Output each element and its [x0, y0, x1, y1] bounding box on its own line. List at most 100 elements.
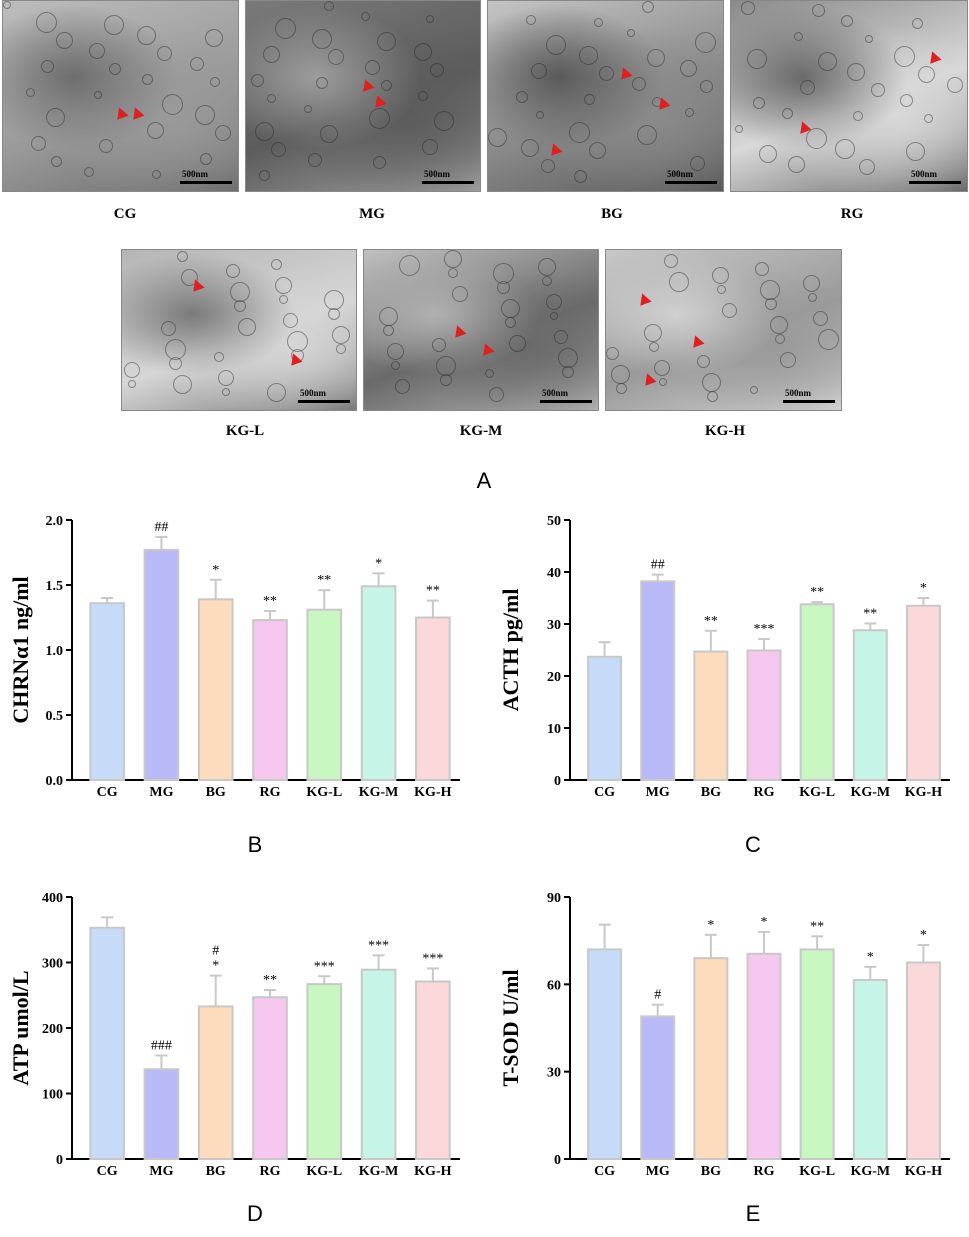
- organelle-texture: [800, 80, 815, 95]
- organelle-texture: [912, 18, 923, 29]
- micrograph-label: KG-H: [705, 423, 745, 439]
- organelle-texture: [947, 77, 963, 93]
- organelle-texture: [652, 97, 662, 107]
- x-tick-label: RG: [260, 1164, 281, 1179]
- organelle-texture: [391, 361, 400, 370]
- significance-label: **: [810, 585, 824, 600]
- organelle-texture: [813, 311, 828, 326]
- y-axis-title: ACTH pg/ml: [498, 589, 523, 712]
- x-tick-label: MG: [646, 1164, 670, 1179]
- organelle-texture: [493, 263, 514, 284]
- organelle-texture: [871, 83, 885, 97]
- organelle-texture: [741, 1, 755, 15]
- scale-label: 500nm: [667, 169, 694, 179]
- y-axis-title: T-SOD U/ml: [498, 969, 523, 1086]
- x-tick-label: KG-L: [799, 1164, 835, 1179]
- organelle-texture: [894, 46, 915, 67]
- organelle-texture: [722, 303, 737, 318]
- x-tick-label: KG-L: [799, 785, 835, 800]
- micrograph-label: MG: [359, 206, 385, 222]
- organelle-texture: [644, 324, 662, 342]
- x-tick-label: KG-H: [905, 1164, 942, 1179]
- organelle-texture: [56, 32, 73, 49]
- scale-label: 500nm: [300, 388, 327, 398]
- organelle-texture: [444, 250, 462, 268]
- organelle-texture: [181, 269, 198, 286]
- organelle-texture: [531, 63, 547, 79]
- organelle-texture: [230, 282, 250, 302]
- organelle-texture: [418, 91, 428, 101]
- micrograph-rg: 500nm: [730, 0, 968, 192]
- organelle-texture: [818, 329, 839, 350]
- y-tick-label: 100: [42, 1088, 63, 1103]
- organelle-texture: [94, 91, 102, 99]
- red-arrow-icon: [926, 49, 942, 64]
- y-tick-label: 40: [547, 566, 561, 581]
- organelle-texture: [594, 18, 603, 27]
- organelle-texture: [702, 373, 721, 392]
- organelle-texture: [395, 379, 410, 394]
- significance-label: **: [317, 573, 331, 588]
- significance-label: #: [654, 988, 661, 1003]
- y-tick-label: 10: [547, 722, 561, 737]
- significance-label: ***: [314, 959, 335, 974]
- significance-label: **: [863, 606, 877, 621]
- organelle-texture: [521, 139, 539, 157]
- organelle-texture: [263, 46, 280, 63]
- significance-label: *: [375, 556, 382, 571]
- organelle-texture: [707, 391, 718, 402]
- significance-label: ***: [422, 951, 443, 966]
- organelle-texture: [51, 156, 62, 167]
- red-arrow-icon: [547, 141, 563, 156]
- y-tick-label: 0: [56, 1153, 63, 1168]
- organelle-texture: [361, 12, 370, 21]
- organelle-texture: [142, 74, 153, 85]
- chart-e: 0 30 60 90 T-SOD U/ml CG # MG * BG * RG ** KG-L * KG-M *…: [498, 891, 950, 1179]
- significance-label: **: [704, 614, 718, 629]
- organelle-texture: [788, 156, 805, 173]
- red-arrow-icon: [479, 341, 495, 356]
- organelle-texture: [89, 43, 105, 59]
- organelle-texture: [3, 1, 11, 9]
- significance-label: *: [867, 950, 874, 965]
- organelle-texture: [685, 108, 694, 117]
- bar: [799, 948, 835, 1161]
- scale-label: 500nm: [911, 169, 938, 179]
- organelle-texture: [760, 280, 780, 300]
- organelle-texture: [637, 125, 657, 145]
- scale-label: 500nm: [785, 388, 812, 398]
- significance-label: **: [810, 919, 824, 934]
- organelle-texture: [735, 125, 743, 133]
- bar: [197, 1005, 234, 1161]
- organelle-texture: [546, 35, 566, 55]
- organelle-texture: [546, 294, 562, 310]
- organelle-texture: [847, 63, 865, 81]
- micrograph-label: KG-M: [459, 423, 503, 439]
- organelle-texture: [426, 15, 434, 23]
- bar: [143, 1068, 180, 1160]
- organelle-texture: [157, 46, 172, 61]
- organelle-texture: [541, 159, 555, 173]
- organelle-texture: [505, 317, 516, 328]
- organelle-texture: [41, 60, 54, 73]
- organelle-texture: [255, 122, 274, 141]
- x-tick-label: RG: [260, 785, 281, 800]
- organelle-texture: [536, 111, 544, 119]
- organelle-texture: [485, 369, 494, 378]
- organelle-texture: [589, 142, 606, 159]
- organelle-texture: [312, 29, 332, 49]
- bar: [143, 548, 180, 782]
- organelle-texture: [664, 254, 678, 268]
- organelle-texture: [906, 142, 925, 161]
- organelle-texture: [770, 316, 788, 334]
- red-arrow-icon: [359, 77, 375, 92]
- x-tick-label: CG: [97, 1164, 118, 1179]
- bar: [799, 603, 835, 781]
- x-tick-label: RG: [754, 1164, 775, 1179]
- y-tick-label: 0.5: [46, 709, 64, 724]
- bar: [852, 978, 888, 1161]
- organelle-texture: [690, 156, 705, 171]
- organelle-texture: [369, 108, 390, 129]
- organelle-texture: [84, 167, 94, 177]
- organelle-texture: [324, 1, 334, 11]
